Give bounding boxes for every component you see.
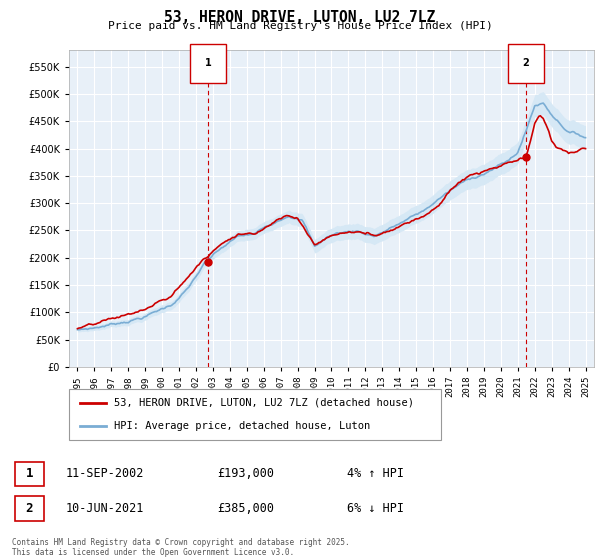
FancyBboxPatch shape [14, 461, 44, 486]
Text: £193,000: £193,000 [217, 467, 274, 480]
Text: 10-JUN-2021: 10-JUN-2021 [66, 502, 145, 515]
Text: 6% ↓ HPI: 6% ↓ HPI [347, 502, 404, 515]
Text: 4% ↑ HPI: 4% ↑ HPI [347, 467, 404, 480]
FancyBboxPatch shape [69, 389, 441, 440]
Text: £385,000: £385,000 [217, 502, 274, 515]
Text: 1: 1 [26, 467, 33, 480]
Text: Price paid vs. HM Land Registry's House Price Index (HPI): Price paid vs. HM Land Registry's House … [107, 21, 493, 31]
Text: 53, HERON DRIVE, LUTON, LU2 7LZ (detached house): 53, HERON DRIVE, LUTON, LU2 7LZ (detache… [113, 398, 413, 408]
Text: 2: 2 [26, 502, 33, 515]
Text: 53, HERON DRIVE, LUTON, LU2 7LZ: 53, HERON DRIVE, LUTON, LU2 7LZ [164, 10, 436, 25]
Text: 2: 2 [522, 58, 529, 68]
Text: Contains HM Land Registry data © Crown copyright and database right 2025.
This d: Contains HM Land Registry data © Crown c… [12, 538, 350, 557]
Text: 11-SEP-2002: 11-SEP-2002 [66, 467, 145, 480]
Text: HPI: Average price, detached house, Luton: HPI: Average price, detached house, Luto… [113, 421, 370, 431]
Text: 1: 1 [205, 58, 211, 68]
FancyBboxPatch shape [14, 496, 44, 521]
